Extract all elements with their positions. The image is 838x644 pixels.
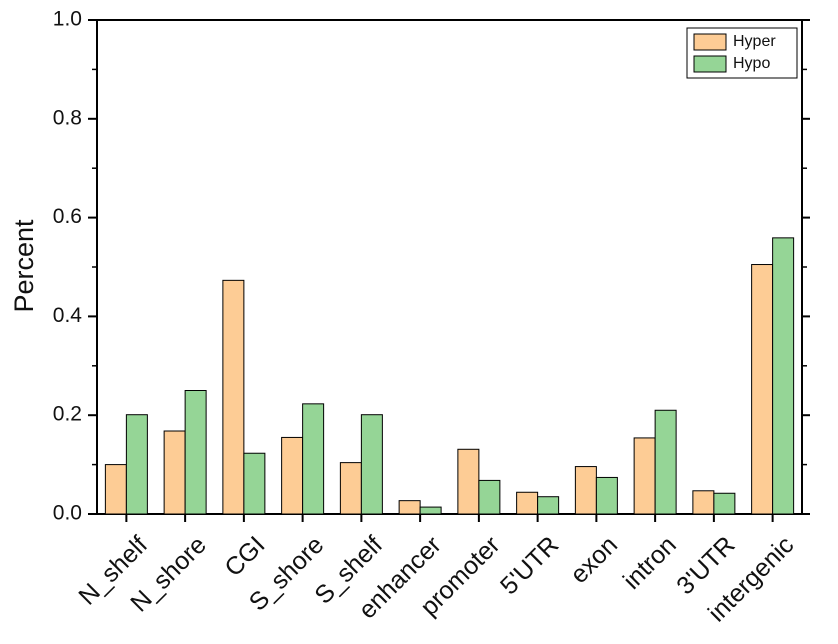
- y-tick-label: 0.8: [53, 106, 82, 129]
- y-tick-label: 0.4: [53, 304, 83, 327]
- bar-hypo-11: [713, 492, 736, 515]
- bar-hyper-1: [104, 464, 127, 515]
- legend-swatch-hypo: [693, 55, 727, 73]
- bar-hypo-1: [125, 414, 148, 515]
- bar-hypo-5: [360, 414, 383, 515]
- bar-hypo-6: [419, 506, 442, 515]
- legend-label-hypo: Hypo: [733, 55, 770, 72]
- x-tick-label: exon: [565, 531, 623, 589]
- x-tick-label: CGI: [219, 531, 270, 582]
- x-tick-label: 5'UTR: [495, 531, 564, 600]
- bar-hypo-3: [243, 452, 266, 515]
- bar-hyper-11: [692, 490, 715, 515]
- bar-hyper-7: [457, 448, 480, 515]
- bar-hypo-8: [537, 496, 560, 515]
- bar-hypo-2: [184, 390, 207, 515]
- y-tick-label: 1.0: [53, 8, 82, 31]
- bar-hypo-9: [595, 476, 618, 515]
- bar-hypo-4: [302, 403, 325, 515]
- x-tick-label: intron: [618, 531, 682, 595]
- bar-hyper-8: [516, 491, 539, 515]
- bar-hyper-3: [222, 279, 245, 515]
- bars-group: [104, 237, 795, 515]
- bar-hyper-5: [339, 462, 362, 515]
- y-tick-label: 0.6: [53, 205, 82, 228]
- legend: Hyper Hypo: [686, 27, 798, 79]
- bar-hyper-9: [574, 466, 597, 515]
- bar-hyper-6: [398, 500, 421, 515]
- y-tick-label: 0.2: [53, 403, 82, 426]
- bar-hyper-2: [163, 430, 186, 515]
- bar-hypo-7: [478, 479, 501, 515]
- y-tick-label: 0.0: [53, 502, 82, 525]
- legend-swatch-hyper: [693, 33, 727, 51]
- bar-hypo-12: [772, 237, 795, 515]
- bar-hyper-10: [633, 437, 656, 515]
- bar-hyper-4: [281, 436, 304, 515]
- bar-hypo-10: [654, 409, 677, 515]
- bar-hyper-12: [751, 264, 774, 515]
- legend-label-hyper: Hyper: [733, 33, 776, 50]
- y-axis-title: Percent: [9, 219, 39, 313]
- y-axis: 0.0 0.2 0.4 0.6 0.8 1.0: [53, 8, 810, 525]
